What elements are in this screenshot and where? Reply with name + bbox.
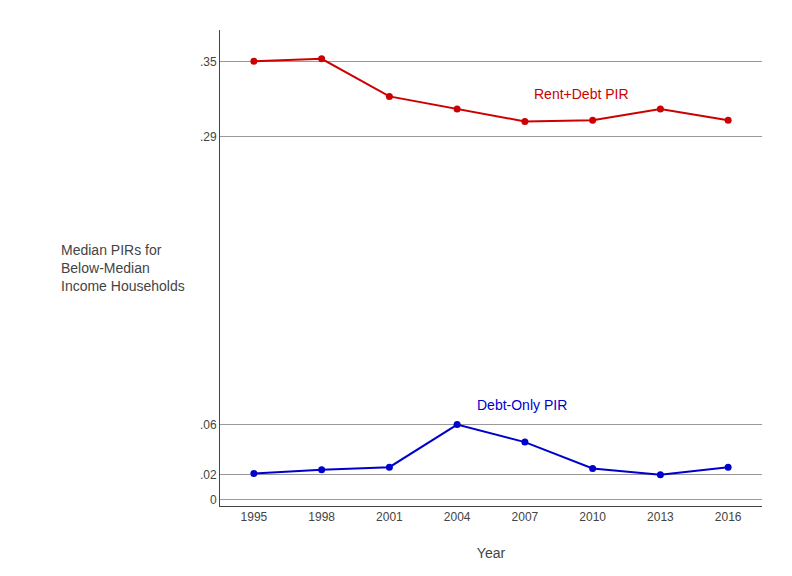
svg-text:Rent+Debt PIR: Rent+Debt PIR [534,86,629,102]
svg-text:Median PIRs forBelow-MedianInc: Median PIRs forBelow-MedianIncome Househ… [61,242,185,294]
svg-text:2010: 2010 [579,510,606,524]
svg-text:.02: .02 [200,468,217,482]
svg-text:1995: 1995 [241,510,268,524]
svg-text:1998: 1998 [308,510,335,524]
svg-text:Debt-Only PIR: Debt-Only PIR [477,397,567,413]
svg-text:.06: .06 [200,418,217,432]
svg-text:2016: 2016 [715,510,742,524]
svg-text:2013: 2013 [647,510,674,524]
svg-text:2004: 2004 [444,510,471,524]
svg-text:Year: Year [477,545,506,561]
svg-text:0: 0 [210,493,217,507]
svg-text:.29: .29 [200,130,217,144]
svg-text:2001: 2001 [376,510,403,524]
svg-text:.35: .35 [200,55,217,69]
svg-text:2007: 2007 [512,510,539,524]
